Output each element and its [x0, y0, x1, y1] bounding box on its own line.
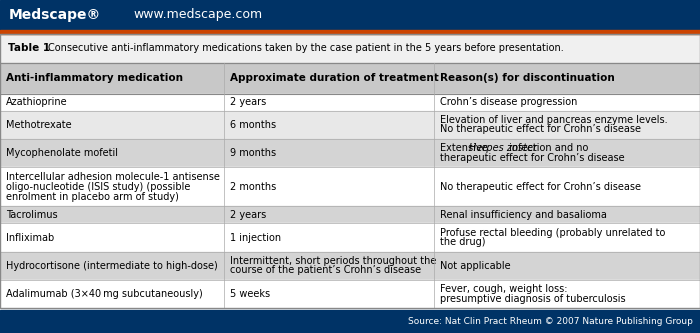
Text: Table 1: Table 1: [8, 43, 54, 54]
Text: Not applicable: Not applicable: [440, 261, 511, 271]
Text: Reason(s) for discontinuation: Reason(s) for discontinuation: [440, 73, 615, 83]
Text: Azathioprine: Azathioprine: [6, 97, 68, 107]
Bar: [0, 30, 700, 34]
Text: Profuse rectal bleeding (probably unrelated to: Profuse rectal bleeding (probably unrela…: [440, 228, 666, 238]
Text: Mycophenolate mofetil: Mycophenolate mofetil: [6, 148, 118, 158]
Text: 2 years: 2 years: [230, 210, 267, 220]
Bar: [0, 310, 700, 333]
Text: Anti-inflammatory medication: Anti-inflammatory medication: [6, 73, 183, 83]
Text: 1 injection: 1 injection: [230, 232, 281, 242]
Text: Adalimumab (3×40 mg subcutaneously): Adalimumab (3×40 mg subcutaneously): [6, 289, 203, 299]
Bar: [224, 63, 434, 94]
Text: 6 months: 6 months: [230, 120, 276, 130]
Text: Crohn’s disease progression: Crohn’s disease progression: [440, 97, 578, 107]
Bar: [0, 223, 700, 252]
Text: Infliximab: Infliximab: [6, 232, 55, 242]
Text: 5 weeks: 5 weeks: [230, 289, 270, 299]
Bar: [0, 34, 700, 63]
Text: Intercellular adhesion molecule-1 antisense: Intercellular adhesion molecule-1 antise…: [6, 172, 220, 182]
Bar: [434, 63, 700, 94]
Text: Herpes zoster: Herpes zoster: [469, 143, 537, 153]
Text: 2 years: 2 years: [230, 97, 267, 107]
Text: Hydrocortisone (intermediate to high-dose): Hydrocortisone (intermediate to high-dos…: [6, 261, 218, 271]
Bar: [0, 94, 700, 111]
Text: therapeutic effect for Crohn’s disease: therapeutic effect for Crohn’s disease: [440, 153, 625, 163]
Text: No therapeutic effect for Crohn’s disease: No therapeutic effect for Crohn’s diseas…: [440, 125, 641, 135]
Text: the drug): the drug): [440, 237, 486, 247]
Text: www.medscape.com: www.medscape.com: [133, 8, 262, 22]
Bar: [0, 111, 700, 139]
Text: Consecutive anti-inflammatory medications taken by the case patient in the 5 yea: Consecutive anti-inflammatory medication…: [48, 43, 564, 54]
Bar: [0, 252, 700, 280]
Text: Intermittent, short periods throughout the: Intermittent, short periods throughout t…: [230, 256, 437, 266]
Text: infection and no: infection and no: [505, 143, 588, 153]
Text: 9 months: 9 months: [230, 148, 276, 158]
Bar: [0, 139, 700, 167]
Text: No therapeutic effect for Crohn’s disease: No therapeutic effect for Crohn’s diseas…: [440, 182, 641, 192]
Text: Tacrolimus: Tacrolimus: [6, 210, 58, 220]
Bar: [0, 167, 700, 206]
Bar: [0, 0, 700, 30]
Bar: [0, 206, 700, 223]
Bar: [0, 280, 700, 308]
Text: Methotrexate: Methotrexate: [6, 120, 72, 130]
Text: oligo-nucleotide (ISIS study) (possible: oligo-nucleotide (ISIS study) (possible: [6, 182, 190, 192]
Text: Fever, cough, weight loss:: Fever, cough, weight loss:: [440, 284, 568, 294]
Bar: [0, 63, 224, 94]
Text: Approximate duration of treatment: Approximate duration of treatment: [230, 73, 439, 83]
Text: Source: Nat Clin Pract Rheum © 2007 Nature Publishing Group: Source: Nat Clin Pract Rheum © 2007 Natu…: [408, 317, 693, 326]
Text: Elevation of liver and pancreas enzyme levels.: Elevation of liver and pancreas enzyme l…: [440, 115, 668, 125]
Text: 2 months: 2 months: [230, 182, 276, 192]
Text: Extensive: Extensive: [440, 143, 491, 153]
Bar: [0, 34, 700, 308]
Text: presumptive diagnosis of tuberculosis: presumptive diagnosis of tuberculosis: [440, 294, 626, 304]
Text: Renal insufficiency and basalioma: Renal insufficiency and basalioma: [440, 210, 607, 220]
Text: Medscape®: Medscape®: [8, 8, 101, 22]
Text: enrolment in placebo arm of study): enrolment in placebo arm of study): [6, 191, 179, 201]
Text: course of the patient’s Crohn’s disease: course of the patient’s Crohn’s disease: [230, 265, 421, 275]
